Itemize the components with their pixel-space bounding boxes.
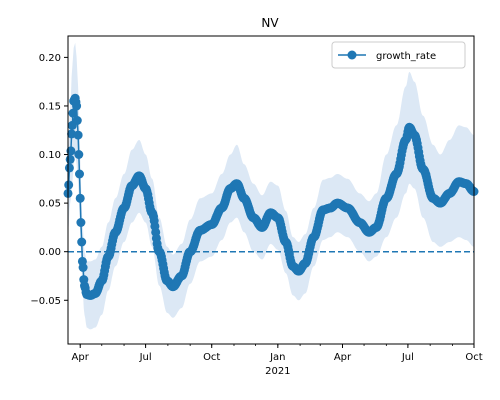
- data-point: [66, 146, 76, 156]
- y-tick-label: −0.05: [30, 296, 61, 307]
- x-tick-label: Jul: [401, 352, 414, 363]
- legend-box: [331, 41, 466, 69]
- data-point: [77, 237, 87, 247]
- data-point: [78, 263, 88, 272]
- x-tick-label: Oct: [203, 352, 220, 363]
- data-point: [64, 180, 74, 190]
- x-tick-label: Apr: [334, 352, 352, 363]
- y-tick-label: 0.20: [39, 53, 61, 64]
- data-point: [76, 218, 86, 227]
- x-tick-label: Apr: [72, 352, 90, 363]
- data-point: [65, 154, 75, 164]
- data-point: [73, 130, 83, 140]
- plot-area: [63, 42, 479, 330]
- confidence-band: [68, 42, 474, 330]
- y-tick-label: 0.05: [39, 199, 61, 210]
- confidence-band-layer: [68, 42, 474, 330]
- data-point: [72, 101, 82, 111]
- y-tick-label: 0.15: [39, 101, 61, 112]
- data-point: [74, 150, 84, 159]
- x-tick-label: Jul: [139, 352, 152, 363]
- x-tick-label: Oct: [465, 352, 482, 363]
- legend: growth_rate: [331, 41, 466, 69]
- x-year-label: 2021: [265, 366, 290, 377]
- data-point: [64, 163, 74, 173]
- chart-title: NV: [261, 16, 279, 30]
- y-tick-label: 0.10: [39, 150, 61, 161]
- y-axis: −0.05 0.00 0.05 0.10 0.15 0.20: [30, 53, 68, 307]
- data-point: [75, 193, 85, 203]
- data-point: [75, 169, 84, 179]
- x-axis: Apr Jul Oct Jan Apr Jul Oct 2021: [72, 344, 483, 377]
- series-marker-layer: [63, 93, 479, 300]
- x-tick-label: Jan: [269, 352, 285, 363]
- legend-entry-growth-rate: growth_rate: [376, 51, 436, 62]
- y-tick-label: 0.00: [39, 247, 61, 258]
- axes-frame: [67, 35, 475, 345]
- data-point: [68, 108, 78, 118]
- legend-marker-sample: [347, 50, 357, 60]
- data-point: [72, 116, 82, 125]
